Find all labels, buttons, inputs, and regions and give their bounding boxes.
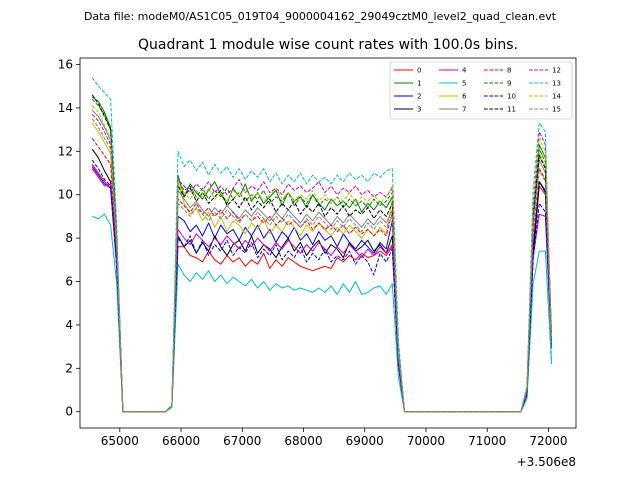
legend-label-2: 2 — [417, 93, 421, 101]
legend-label-10: 10 — [507, 93, 516, 101]
legend-label-11: 11 — [507, 106, 516, 114]
y-tick-label: 10 — [58, 188, 73, 202]
y-tick-label: 4 — [65, 318, 73, 332]
x-tick-label: 70000 — [407, 434, 445, 448]
x-tick-label: 67000 — [223, 434, 261, 448]
y-tick-label: 8 — [65, 231, 73, 245]
plot-area — [79, 57, 577, 429]
plot-frame — [79, 57, 577, 429]
x-tick-label: 71000 — [468, 434, 506, 448]
legend-label-15: 15 — [552, 106, 561, 114]
legend-label-0: 0 — [417, 67, 421, 75]
series-line-15 — [91, 118, 552, 413]
y-tick-label: 0 — [65, 405, 73, 419]
y-axis: 0 2 4 6 8 10 12 14 16 — [58, 58, 80, 419]
y-tick-label: 6 — [65, 275, 73, 289]
x-tick-label: 65000 — [101, 434, 139, 448]
legend-label-7: 7 — [462, 106, 466, 114]
x-tick-label: 69000 — [346, 434, 384, 448]
legend-label-12: 12 — [552, 67, 561, 75]
x-tick-label: 72000 — [529, 434, 567, 448]
x-axis: 65000 66000 67000 68000 69000 70000 71000 72000 — [101, 428, 568, 448]
legend-label-5: 5 — [462, 80, 466, 88]
figure-suptitle: Data file: modeM0/AS1C05_019T04_90000041… — [84, 10, 557, 23]
y-tick-label: 14 — [58, 101, 73, 115]
legend-label-9: 9 — [507, 80, 511, 88]
legend-label-3: 3 — [417, 106, 421, 114]
legend-label-14: 14 — [552, 93, 561, 101]
y-tick-label: 2 — [65, 361, 73, 375]
legend-label-8: 8 — [507, 67, 511, 75]
series-layer — [91, 77, 552, 413]
x-offset-label: +3.506e8 — [517, 455, 576, 469]
legend-label-1: 1 — [417, 80, 421, 88]
y-tick-label: 12 — [58, 144, 73, 158]
legend-label-6: 6 — [462, 93, 467, 101]
x-tick-label: 66000 — [162, 434, 200, 448]
legend-box — [389, 61, 573, 120]
legend-label-13: 13 — [552, 80, 561, 88]
legend-label-4: 4 — [462, 67, 467, 75]
x-tick-label: 68000 — [284, 434, 322, 448]
y-tick-label: 16 — [58, 58, 73, 72]
chart-title: Quadrant 1 module wise count rates with … — [138, 37, 518, 53]
